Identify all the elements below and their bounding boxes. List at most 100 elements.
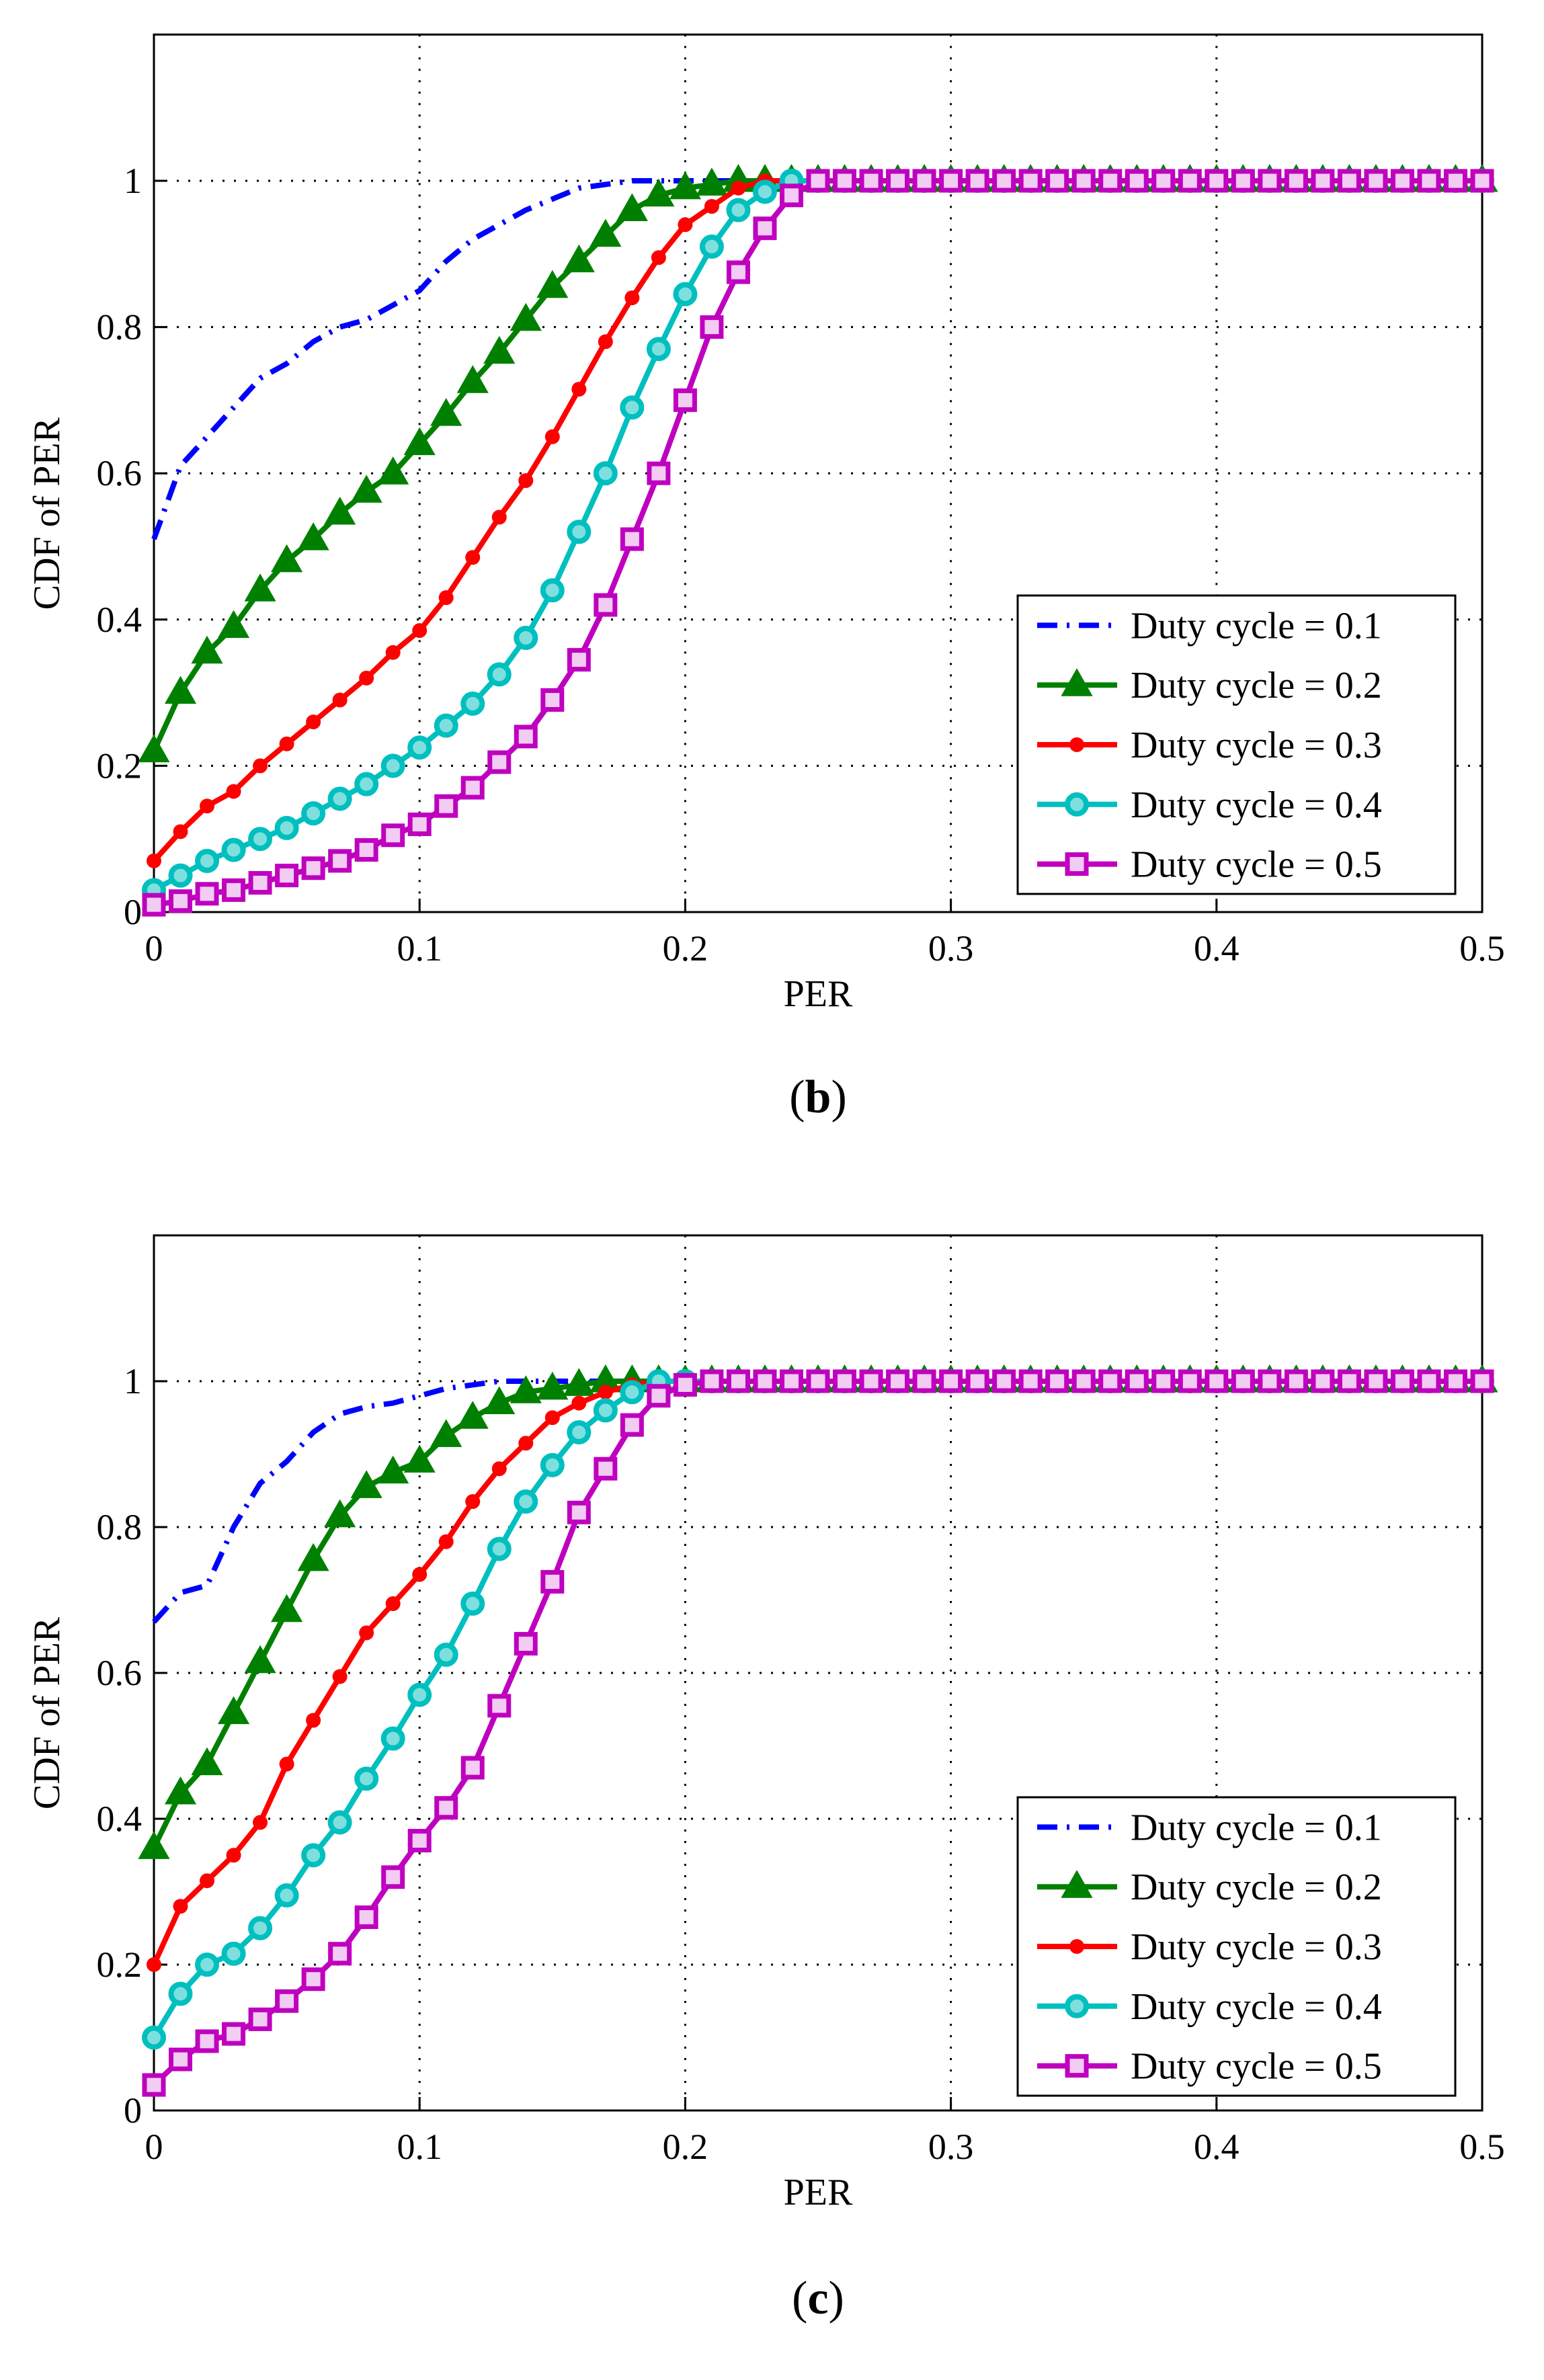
data-point-triangle (271, 1594, 303, 1623)
data-point-square (806, 1369, 830, 1393)
data-point-square (275, 864, 299, 888)
legend-label: Duty cycle = 0.5 (1131, 2046, 1382, 2088)
data-point-circle (593, 461, 618, 486)
data-point-square (1018, 1369, 1043, 1393)
data-point-square (965, 1369, 989, 1393)
data-point-triangle (350, 475, 382, 503)
data-point-dot (147, 853, 161, 868)
data-point-dot (491, 509, 507, 525)
data-point-dot (465, 550, 481, 565)
data-point-triangle (403, 1444, 436, 1473)
legend-label: Duty cycle = 0.4 (1131, 784, 1382, 826)
x-tick-label: 0.3 (928, 928, 974, 969)
data-point-square (567, 648, 591, 672)
data-point-circle (673, 282, 698, 306)
data-point-square (647, 1384, 671, 1408)
data-point-circle (274, 815, 299, 840)
data-point-triangle (563, 1368, 595, 1396)
data-point-triangle (456, 1401, 489, 1429)
data-point-square (540, 1569, 565, 1594)
data-point-square (620, 527, 644, 551)
data-point-square (1125, 169, 1149, 193)
series-duty-cycle-1 (151, 178, 1482, 540)
data-point-square (1231, 169, 1255, 193)
data-point-dot (306, 1713, 321, 1728)
y-axis-label: CDF of PER (26, 1616, 68, 1809)
legend-item: Duty cycle = 0.2 (1037, 665, 1382, 706)
data-point-square (434, 1796, 458, 1820)
data-point-square (1417, 169, 1441, 193)
data-point-triangle (430, 398, 462, 426)
data-point-triangle (1061, 668, 1093, 696)
data-point-triangle (244, 573, 276, 602)
data-point-circle (752, 179, 777, 204)
legend-item: Duty cycle = 0.4 (1037, 784, 1382, 826)
data-point-triangle (164, 1776, 197, 1805)
data-point-square (487, 750, 512, 774)
data-point-dot (571, 1395, 587, 1411)
data-point-dot (279, 736, 294, 751)
data-point-square (354, 1905, 378, 1929)
data-point-square (460, 776, 485, 800)
data-point-square (487, 1694, 512, 1718)
data-point-triangle (297, 522, 329, 550)
legend-label: Duty cycle = 0.1 (1131, 1807, 1382, 1848)
y-tick-label: 1 (124, 161, 142, 201)
y-tick-label: 0.4 (97, 1799, 143, 1839)
data-point-square (700, 1369, 724, 1393)
y-tick-label: 1 (124, 1361, 142, 1401)
x-tick-label: 0.5 (1459, 2127, 1505, 2167)
data-point-square (1205, 1369, 1229, 1393)
data-point-dot (253, 1815, 268, 1830)
data-point-square (912, 1369, 936, 1393)
data-point-triangle (643, 178, 675, 207)
data-point-square (407, 812, 432, 836)
legend-label: Duty cycle = 0.4 (1131, 1986, 1382, 2028)
data-point-triangle (324, 1499, 356, 1528)
data-point-triangle (377, 1455, 409, 1484)
legend: Duty cycle = 0.1 Duty cycle = 0.2 Duty cyc… (1016, 594, 1457, 895)
legend-label: Duty cycle = 0.2 (1131, 1866, 1382, 1908)
data-point-dot (438, 1534, 454, 1549)
data-point-circle (221, 1941, 246, 1966)
data-point-square (142, 2073, 166, 2097)
data-point-square (328, 1942, 352, 1966)
data-point-dot (332, 692, 348, 708)
data-point-square (1151, 1369, 1176, 1393)
data-point-square (965, 169, 989, 193)
x-tick-label: 0.4 (1194, 2127, 1240, 2167)
data-point-dot (651, 250, 666, 265)
data-point-square (594, 593, 618, 617)
data-point-triangle (563, 244, 595, 273)
data-point-square (1390, 1369, 1414, 1393)
data-point-dot (359, 670, 374, 686)
y-tick-label: 0.8 (97, 1507, 143, 1547)
data-point-circle (1065, 792, 1089, 817)
data-point-triangle (244, 1645, 276, 1674)
legend-item: Duty cycle = 0.1 (1037, 1807, 1382, 1848)
data-point-circle (593, 1398, 618, 1423)
data-point-triangle (377, 456, 409, 485)
legend-label: Duty cycle = 0.1 (1131, 605, 1382, 647)
data-point-triangle (403, 427, 436, 456)
data-point-circle (142, 2025, 166, 2050)
data-point-square (779, 1369, 803, 1393)
data-point-square (222, 878, 246, 902)
legend-item: Duty cycle = 0.4 (1037, 1986, 1382, 2028)
data-point-dot (306, 714, 321, 730)
data-point-circle (540, 1452, 565, 1477)
series-line (151, 178, 1482, 540)
data-point-circle (248, 827, 273, 852)
data-point-square (1151, 169, 1176, 193)
data-point-square (1258, 1369, 1282, 1393)
data-point-circle (434, 713, 458, 738)
legend-item: Duty cycle = 0.5 (1037, 844, 1382, 886)
data-point-circle (726, 198, 751, 222)
data-point-circle (380, 1726, 405, 1751)
data-point-triangle (350, 1470, 382, 1498)
data-point-square (1018, 169, 1043, 193)
data-point-square (275, 1989, 299, 2013)
data-point-circle (168, 863, 193, 888)
data-point-circle (195, 848, 220, 873)
